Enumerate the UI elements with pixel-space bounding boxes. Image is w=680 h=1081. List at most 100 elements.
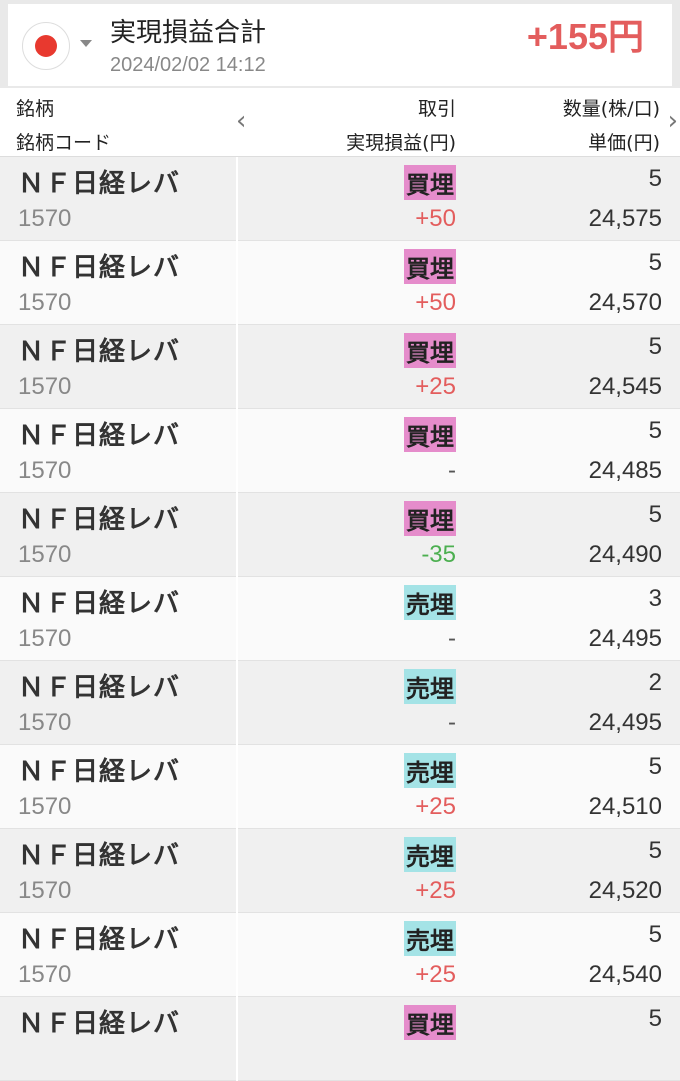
divider (236, 157, 238, 241)
divider (236, 997, 238, 1081)
table-row[interactable]: ＮＦ日経レバ 1570 買埋 - 5 24,485 (0, 409, 680, 493)
realized-pl: - (448, 457, 456, 484)
divider (236, 409, 238, 493)
stock-name: ＮＦ日経レバ (18, 337, 181, 367)
stock-name: ＮＦ日経レバ (18, 841, 181, 871)
table-row[interactable]: ＮＦ日経レバ 1570 買埋 +50 5 24,570 (0, 241, 680, 325)
quantity: 5 (648, 333, 662, 360)
col-code: 銘柄コード (16, 132, 112, 154)
trade-type-badge: 売埋 (404, 669, 456, 704)
summary-total: +155円 (526, 16, 644, 57)
table-row[interactable]: ＮＦ日経レバ 1570 買埋 +25 5 24,545 (0, 325, 680, 409)
stock-code: 1570 (18, 709, 72, 736)
stock-code: 1570 (18, 793, 72, 820)
unit-price: 24,575 (588, 205, 662, 232)
table-row[interactable]: ＮＦ日経レバ 1570 買埋 -35 5 24,490 (0, 493, 680, 577)
trade-type-badge: 買埋 (404, 333, 456, 368)
realized-pl: - (448, 625, 456, 652)
trade-type-badge: 買埋 (404, 1005, 456, 1040)
stock-code: 1570 (18, 289, 72, 316)
table-row[interactable]: ＮＦ日経レバ 1570 買埋 +50 5 24,575 (0, 157, 680, 241)
trade-type-badge: 売埋 (404, 753, 456, 788)
trade-type-badge: 買埋 (404, 501, 456, 536)
dropdown-caret-icon[interactable] (80, 40, 92, 47)
stock-code: 1570 (18, 625, 72, 652)
stock-code: 1570 (18, 541, 72, 568)
stock-name: ＮＦ日経レバ (18, 925, 181, 955)
unit-price: 24,495 (588, 709, 662, 736)
table-row[interactable]: ＮＦ日経レバ 1570 売埋 - 3 24,495 (0, 577, 680, 661)
unit-price: 24,495 (588, 625, 662, 652)
divider (236, 493, 238, 577)
trade-list: ＮＦ日経レバ 1570 買埋 +50 5 24,575 ＮＦ日経レバ 1570 … (0, 157, 680, 1081)
divider (236, 745, 238, 829)
stock-name: ＮＦ日経レバ (18, 169, 181, 199)
stock-code: 1570 (18, 877, 72, 904)
summary-title: 実現損益合計 (110, 18, 267, 48)
quantity: 5 (648, 837, 662, 864)
trade-type-badge: 売埋 (404, 921, 456, 956)
quantity: 5 (648, 1005, 662, 1032)
unit-price: 24,545 (588, 373, 662, 400)
quantity: 5 (648, 165, 662, 192)
quantity: 5 (648, 753, 662, 780)
quantity: 5 (648, 417, 662, 444)
realized-pl: -35 (421, 541, 456, 568)
stock-name: ＮＦ日経レバ (18, 505, 181, 535)
chevron-left-icon[interactable]: ‹ (236, 106, 247, 136)
stock-name: ＮＦ日経レバ (18, 757, 181, 787)
trade-type-badge: 買埋 (404, 249, 456, 284)
stock-code: 1570 (18, 205, 72, 232)
japan-flag-icon[interactable] (22, 22, 70, 70)
stock-code: 1570 (18, 457, 72, 484)
realized-pl: +25 (415, 877, 456, 904)
trade-type-badge: 売埋 (404, 585, 456, 620)
divider (236, 241, 238, 325)
trade-type-badge: 買埋 (404, 417, 456, 452)
table-row[interactable]: ＮＦ日経レバ 1570 売埋 - 2 24,495 (0, 661, 680, 745)
col-trade: 取引 (417, 98, 456, 120)
divider (236, 829, 238, 913)
unit-price: 24,520 (588, 877, 662, 904)
unit-price: 24,540 (588, 961, 662, 988)
col-price: 単価(円) (588, 132, 660, 154)
table-row[interactable]: ＮＦ日経レバ 1570 売埋 +25 5 24,540 (0, 913, 680, 997)
realized-pl-summary: 実現損益合計 2024/02/02 14:12 +155円 (0, 0, 680, 88)
quantity: 3 (648, 585, 662, 612)
divider (236, 325, 238, 409)
unit-price: 24,510 (588, 793, 662, 820)
trade-type-badge: 売埋 (404, 837, 456, 872)
column-header: 銘柄 銘柄コード ‹ 取引 実現損益(円) 数量(株/口) 単価(円) › (0, 88, 680, 157)
realized-pl: - (448, 709, 456, 736)
stock-name: ＮＦ日経レバ (18, 421, 181, 451)
table-row[interactable]: ＮＦ日経レバ 買埋 5 (0, 997, 680, 1081)
quantity: 2 (648, 669, 662, 696)
unit-price: 24,570 (588, 289, 662, 316)
stock-name: ＮＦ日経レバ (18, 1009, 181, 1039)
realized-pl: +25 (415, 793, 456, 820)
quantity: 5 (648, 501, 662, 528)
quantity: 5 (648, 249, 662, 276)
col-pl: 実現損益(円) (346, 132, 456, 154)
quantity: 5 (648, 921, 662, 948)
realized-pl: +25 (415, 373, 456, 400)
realized-pl: +50 (415, 205, 456, 232)
stock-code: 1570 (18, 961, 72, 988)
divider (236, 913, 238, 997)
trade-type-badge: 買埋 (404, 165, 456, 200)
stock-code: 1570 (18, 373, 72, 400)
stock-name: ＮＦ日経レバ (18, 589, 181, 619)
realized-pl: +25 (415, 961, 456, 988)
col-name: 銘柄 (16, 98, 55, 120)
table-row[interactable]: ＮＦ日経レバ 1570 売埋 +25 5 24,520 (0, 829, 680, 913)
chevron-right-icon[interactable]: › (667, 106, 678, 136)
divider (236, 661, 238, 745)
table-row[interactable]: ＮＦ日経レバ 1570 売埋 +25 5 24,510 (0, 745, 680, 829)
unit-price: 24,490 (588, 541, 662, 568)
stock-name: ＮＦ日経レバ (18, 673, 181, 703)
summary-date: 2024/02/02 14:12 (110, 54, 266, 76)
unit-price: 24,485 (588, 457, 662, 484)
divider (236, 577, 238, 661)
col-qty: 数量(株/口) (562, 98, 660, 120)
stock-name: ＮＦ日経レバ (18, 253, 181, 283)
